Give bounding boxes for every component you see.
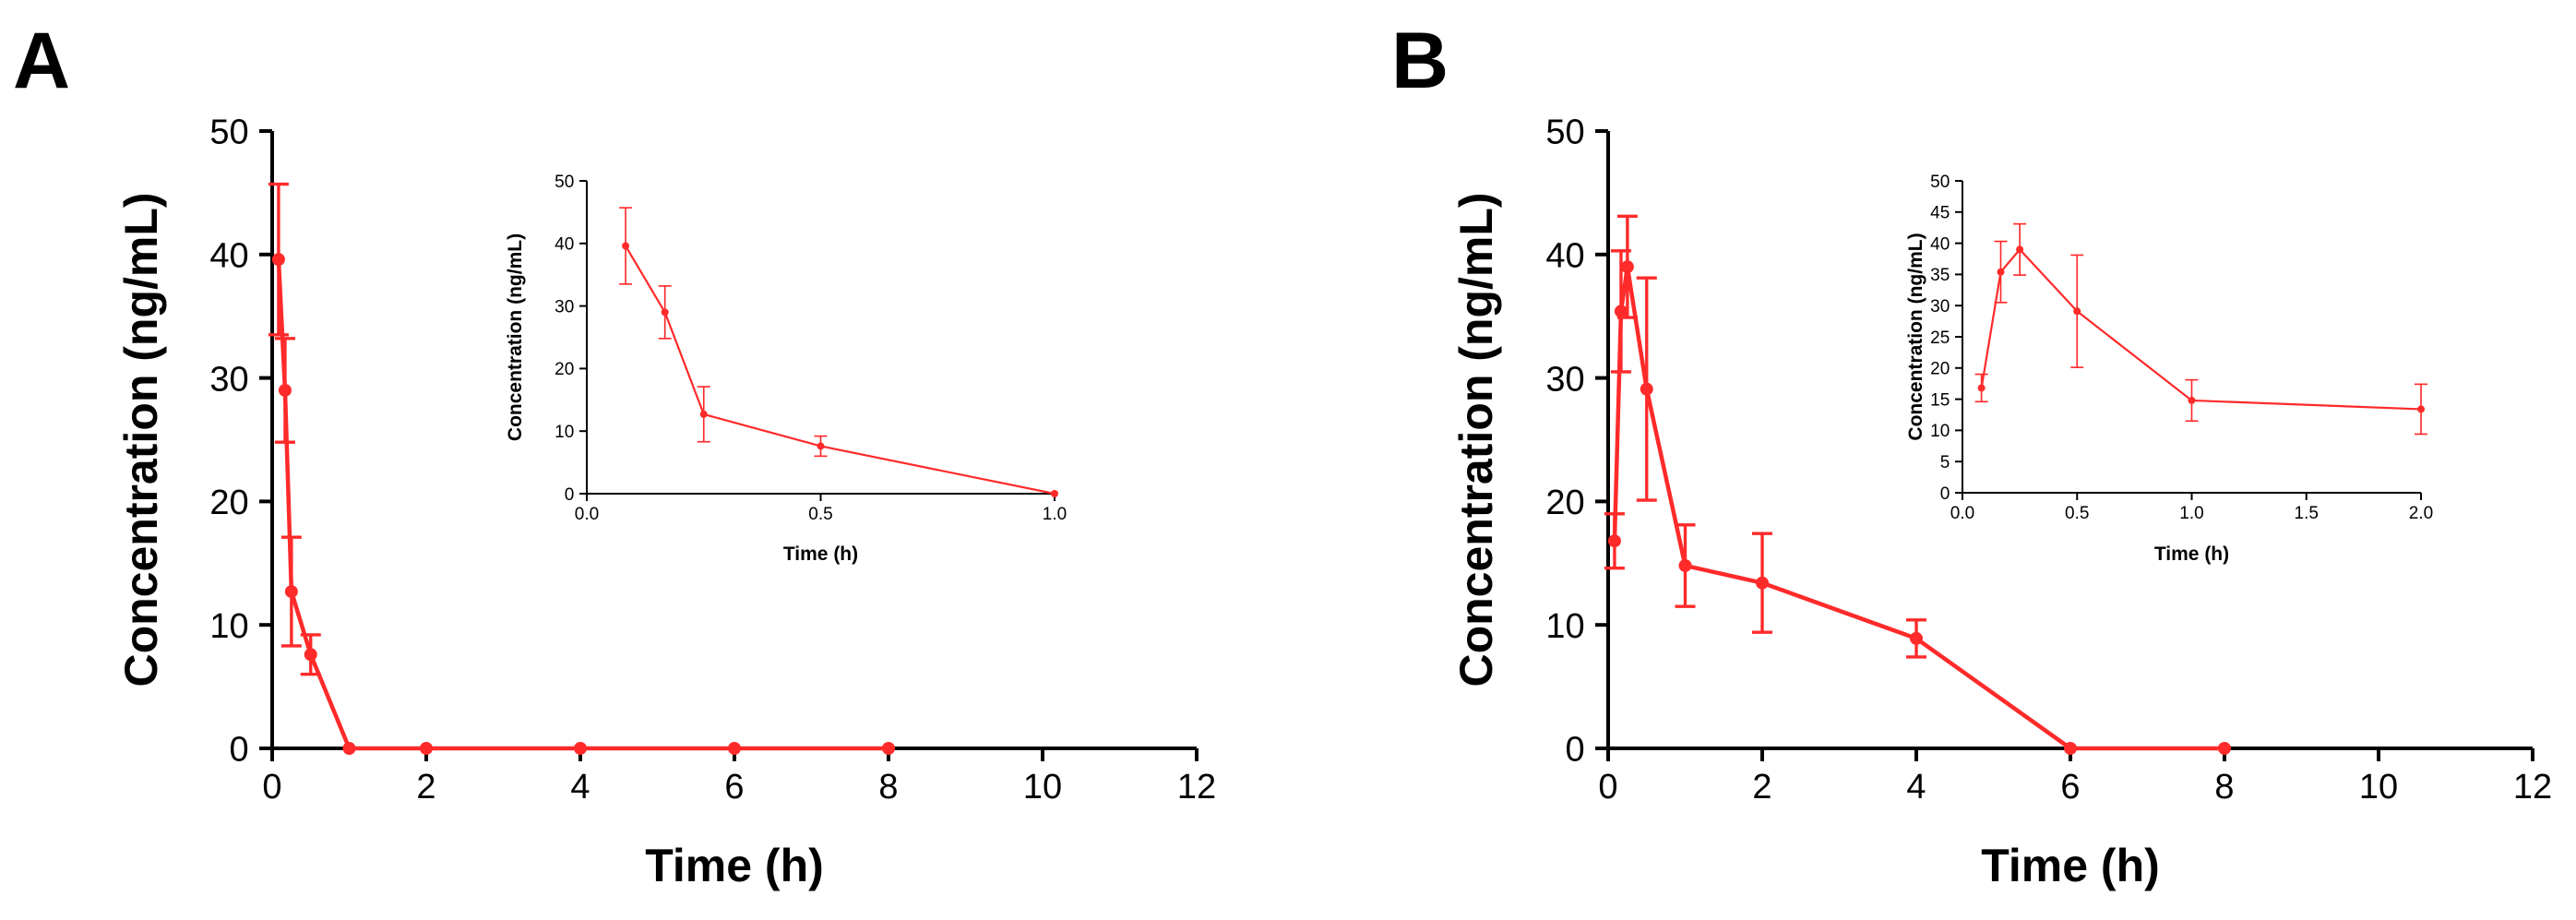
panel-a-data-point <box>420 742 433 755</box>
panel-b-x-axis-title: Time (h) <box>1981 840 2160 891</box>
panel-b-inset-data-point <box>1997 268 2005 276</box>
panel-b-x-tick-label: 0 <box>1598 768 1617 806</box>
panel-b-inset-y-tick-label: 10 <box>1930 422 1950 441</box>
panel-b-y-tick-label: 0 <box>1565 731 1584 770</box>
panel-b-x-tick-label: 8 <box>2214 768 2234 806</box>
panel-b-data-point <box>1607 534 1621 548</box>
panel-a-data-point <box>574 742 587 755</box>
panel-b-inset-series-line <box>1980 248 2422 411</box>
panel-a-inset-x-tick-label: 0.0 <box>575 505 599 524</box>
panel-b-data-point <box>1614 305 1628 318</box>
panel-b-inset-x-tick-label: 2.0 <box>2409 504 2433 523</box>
panel-a-data-point <box>271 253 285 267</box>
panel-a-data-point <box>284 585 298 599</box>
panel-a-inset-data-point <box>622 242 630 250</box>
panel-b-data-point <box>1640 382 1653 396</box>
panel-a-x-tick-label: 12 <box>1177 768 1216 806</box>
panel-a-x-tick-label: 2 <box>416 768 435 806</box>
panel-a-data-point <box>342 742 356 755</box>
panel-a-data-point <box>728 742 741 755</box>
panel-a-y-tick-label: 20 <box>209 484 248 522</box>
panel-b-inset-y-tick-label: 0 <box>1940 484 1950 504</box>
panel-a-y-tick-label: 40 <box>209 236 248 275</box>
panel-a-x-tick-label: 8 <box>878 768 898 806</box>
panel-b-y-tick-label: 50 <box>1545 114 1584 152</box>
panel-b-inset-y-tick-label: 25 <box>1930 329 1950 348</box>
panel-b-inset-x-tick-label: 1.5 <box>2295 504 2319 523</box>
panel-a-y-tick-label: 50 <box>209 114 248 152</box>
panel-b-data-point <box>1678 558 1692 572</box>
panel-b-inset-x-tick-label: 0.0 <box>1950 504 1974 523</box>
panel-a-inset-data-point <box>661 308 669 317</box>
panel-b-y-tick-label: 20 <box>1545 484 1584 522</box>
panel-b-x-tick-label: 10 <box>2359 768 2398 806</box>
panel-b-inset-y-tick-label: 40 <box>1930 234 1950 254</box>
panel-a-inset-x-tick-label: 1.0 <box>1043 505 1067 524</box>
panel-a-x-tick-label: 10 <box>1023 768 1062 806</box>
panel-b-label: B <box>1391 17 1449 105</box>
panel-a-x-axis-title: Time (h) <box>645 840 824 891</box>
panel-a-y-tick-label: 10 <box>209 607 248 646</box>
panel-b-inset-x-axis-title: Time (h) <box>2154 544 2229 565</box>
panel-a-inset-y-tick-label: 20 <box>555 360 574 379</box>
panel-a-inset-data-point <box>699 410 708 418</box>
panel-a-inset-y-tick-label: 30 <box>555 297 574 317</box>
panel-b-inset-y-axis-title: Concentration (ng/mL) <box>1905 233 1926 440</box>
panel-b-inset-x-tick-label: 0.5 <box>2065 504 2089 523</box>
panel-b-inset-data-point <box>2417 405 2425 413</box>
panel-b-y-tick-label: 40 <box>1545 236 1584 275</box>
panel-a-x-tick-label: 0 <box>262 768 281 806</box>
panel-a-inset-data-point <box>1051 490 1058 497</box>
panel-b-inset-data-point <box>2016 245 2024 254</box>
panel-a-inset-data-point <box>817 442 825 450</box>
panel-a-inset-y-tick-label: 10 <box>555 423 574 442</box>
panel-a-inset-y-tick-label: 0 <box>565 485 575 505</box>
panel-b-x-tick-label: 12 <box>2513 768 2552 806</box>
panel-b-data-point <box>1756 576 1769 590</box>
panel-b-inset-chart: 0.0 0.5 1.0 1.5 2.0 0 5 10 15 20 25 30 35 40 45 50 Time … <box>1905 173 2433 565</box>
panel-b-inset-y-tick-label: 30 <box>1930 297 1950 317</box>
panel-b-y-tick-label: 30 <box>1545 360 1584 399</box>
panel-b-data-point <box>1620 260 1634 274</box>
panel-a-inset-y-tick-label: 50 <box>555 173 574 192</box>
panel-b-x-tick-label: 6 <box>2060 768 2080 806</box>
panel-b-inset-y-tick-label: 50 <box>1930 173 1950 192</box>
panel-a-x-tick-label: 4 <box>570 768 590 806</box>
panel-b-inset-y-tick-label: 15 <box>1930 390 1950 410</box>
panel-b-inset-data-point <box>2073 307 2081 316</box>
panel-b-data-point <box>2064 742 2077 755</box>
panel-b-x-tick-label: 2 <box>1752 768 1771 806</box>
panel-b-inset-data-point <box>1977 384 1986 392</box>
panel-a-inset-series-line <box>625 245 1055 496</box>
panel-a-inset-x-axis-title: Time (h) <box>783 544 858 565</box>
panel-a-x-tick-label: 6 <box>724 768 744 806</box>
panel-b-inset-y-tick-label: 45 <box>1930 204 1950 223</box>
panel-a-label: A <box>13 17 70 105</box>
panel-b-x-tick-label: 4 <box>1906 768 1926 806</box>
panel-a-y-tick-label: 30 <box>209 360 248 399</box>
panel-b-inset-y-tick-label: 5 <box>1940 453 1950 472</box>
panel-a-inset-y-axis-title: Concentration (ng/mL) <box>505 233 526 441</box>
panel-a-data-point <box>882 742 895 755</box>
panel-b-data-point <box>2218 742 2231 755</box>
panel-b-inset-data-point <box>2188 396 2196 404</box>
panel-a-inset-y-tick-label: 40 <box>555 235 574 255</box>
panel-b-data-point <box>1910 631 1923 645</box>
panel-b-y-tick-label: 10 <box>1545 607 1584 646</box>
panel-b-inset-y-tick-label: 20 <box>1930 360 1950 379</box>
panel-a-inset-chart: 0.0 0.5 1.0 0 10 20 30 40 50 Time (h) Concentratio… <box>505 173 1067 565</box>
panel-a-y-axis-title: Concentration (ng/mL) <box>115 192 167 687</box>
panel-b-y-axis-title: Concentration (ng/mL) <box>1450 192 1502 687</box>
panel-a-inset-x-tick-label: 0.5 <box>808 505 832 524</box>
panel-b-inset-x-tick-label: 1.0 <box>2179 504 2203 523</box>
panel-a-data-point <box>278 383 292 397</box>
panel-a-main-chart: 0 2 4 6 8 10 12 0 10 20 30 40 50 Time (h) Concentratio… <box>115 114 1216 891</box>
panel-a-y-tick-label: 0 <box>229 731 248 770</box>
panel-b-inset-y-tick-label: 35 <box>1930 266 1950 285</box>
panel-a-data-point <box>304 648 317 662</box>
